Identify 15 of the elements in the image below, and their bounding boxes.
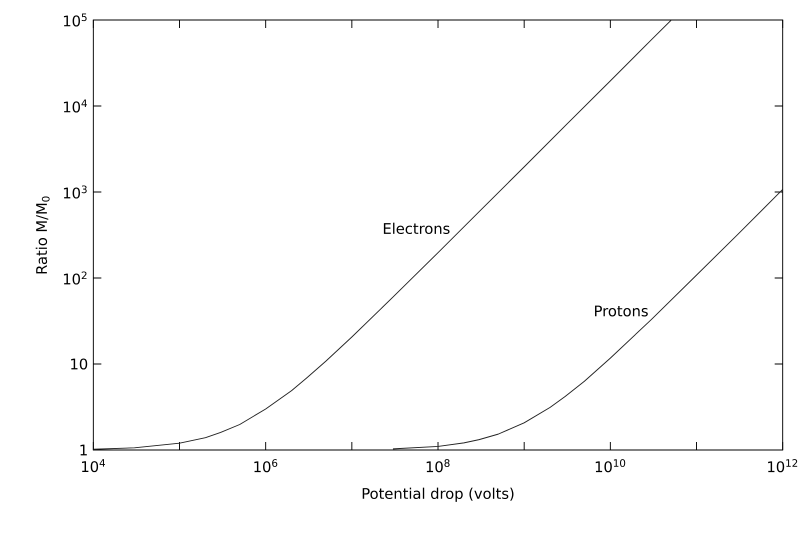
y-tick-label: 10$^{2}$: [64, 271, 86, 285]
x-tick-label: 10$^{8}$: [426, 459, 450, 472]
y-tick-label: 10: [71, 358, 88, 370]
x-axis-title: Potential drop (volts): [362, 488, 514, 502]
y-tick-label: 10$^{3}$: [64, 185, 87, 199]
x-tick-label: 10$^{10}$: [596, 459, 626, 472]
annotation: Electrons: [384, 222, 450, 234]
y-tick-label: 10$^{5}$: [64, 13, 87, 26]
y-tick-label: 1: [80, 444, 87, 456]
x-tick-label: 10$^{12}$: [768, 459, 798, 472]
x-tick-label: 10$^{4}$: [82, 459, 106, 472]
x-tick-label: 10$^{6}$: [254, 459, 278, 472]
annotation: Protons: [595, 306, 648, 316]
y-tick-label: 10$^{4}$: [64, 100, 87, 112]
y-axis-title: Ratio M/M$_{0}$: [36, 196, 50, 274]
